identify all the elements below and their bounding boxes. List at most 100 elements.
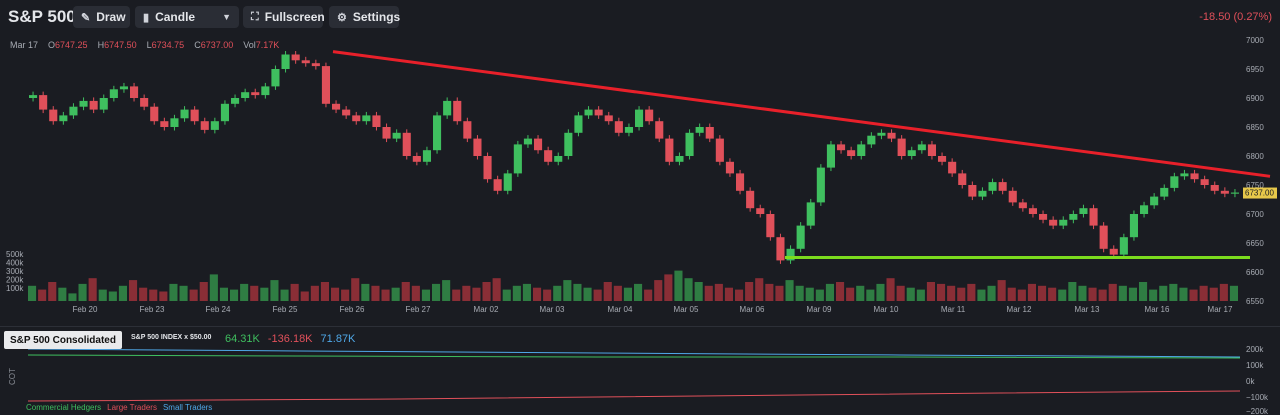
candle-body bbox=[564, 132, 573, 156]
volume-bar bbox=[1179, 287, 1188, 301]
high-key: H bbox=[97, 40, 105, 50]
volume-bar bbox=[714, 283, 723, 301]
candle-body bbox=[453, 100, 462, 122]
volume-bar bbox=[270, 280, 279, 301]
volume-bar bbox=[1048, 287, 1057, 301]
volume-bar bbox=[351, 278, 360, 301]
volume-bar bbox=[58, 287, 67, 301]
low-key: L bbox=[146, 40, 152, 50]
volume-bar bbox=[209, 274, 218, 301]
candle-body bbox=[1210, 185, 1219, 191]
candle-body bbox=[1200, 179, 1209, 185]
date-tick-label: Feb 27 bbox=[406, 305, 431, 314]
volume-bar bbox=[432, 283, 441, 301]
candle-body bbox=[1028, 208, 1037, 214]
volume-tick-label: 200k bbox=[6, 276, 24, 285]
candle-body bbox=[281, 54, 290, 69]
volume-bar bbox=[280, 289, 289, 301]
volume-bar bbox=[856, 285, 865, 301]
date-tick-label: Mar 05 bbox=[674, 305, 699, 314]
date-tick-label: Mar 03 bbox=[540, 305, 565, 314]
price-tick-label: 6950 bbox=[1246, 65, 1264, 74]
volume-bar bbox=[926, 282, 935, 301]
date-tick-label: Feb 23 bbox=[140, 305, 165, 314]
legend-commercial: Commercial Hedgers bbox=[26, 403, 102, 412]
volume-bar bbox=[88, 278, 97, 301]
candle-body bbox=[160, 121, 169, 127]
candle-body bbox=[261, 86, 270, 96]
candle-body bbox=[382, 127, 391, 139]
volume-bar bbox=[169, 283, 178, 301]
volume-bar bbox=[967, 283, 976, 301]
volume-bar bbox=[1209, 287, 1218, 301]
candle-body bbox=[1109, 248, 1118, 255]
candle-body bbox=[968, 185, 977, 197]
date-tick-label: Feb 24 bbox=[206, 305, 231, 314]
volume-bar bbox=[149, 289, 158, 301]
cot-chart[interactable]: 200k 100k 0k −100k −200k bbox=[0, 327, 1280, 415]
price-chart[interactable]: 7000 6950 6900 6850 6800 6750 6700 6650 6600 6550… bbox=[0, 34, 1280, 326]
chart-type-dropdown[interactable]: ▮ Candle ▼ bbox=[135, 6, 239, 28]
close-value: 6737.00 bbox=[200, 40, 234, 50]
volume-bar bbox=[543, 289, 552, 301]
volume-bar bbox=[371, 285, 380, 301]
volume-bar bbox=[704, 285, 713, 301]
volume-value: 7.17K bbox=[255, 40, 280, 50]
fullscreen-button[interactable]: ⛶ Fullscreen bbox=[243, 6, 325, 28]
volume-bar bbox=[916, 289, 925, 301]
volume-bar bbox=[987, 285, 996, 301]
volume-bar bbox=[1058, 289, 1067, 301]
volume-bar bbox=[553, 285, 562, 301]
low-value: 6734.75 bbox=[151, 40, 185, 50]
volume-tick-label: 300k bbox=[6, 267, 24, 276]
candle-body bbox=[433, 115, 442, 151]
draw-button[interactable]: ✎ Draw bbox=[73, 6, 130, 28]
candle-body bbox=[291, 54, 300, 61]
volume-bar bbox=[512, 285, 521, 301]
candle-body bbox=[1059, 219, 1068, 226]
candle-body bbox=[463, 121, 472, 139]
volume-bar bbox=[78, 283, 87, 301]
candle-body bbox=[554, 156, 563, 162]
candle-body bbox=[362, 115, 371, 122]
candle-body bbox=[665, 138, 674, 162]
candle-body bbox=[655, 121, 664, 139]
candle-body bbox=[1119, 237, 1128, 255]
small-value: 71.87K bbox=[320, 333, 356, 345]
page-title: S&P 500 bbox=[8, 7, 76, 26]
volume-bar bbox=[129, 280, 138, 301]
candle-body bbox=[119, 86, 128, 90]
date-tick-label: Feb 20 bbox=[73, 305, 98, 314]
volume-bar bbox=[957, 287, 966, 301]
candle-body bbox=[422, 150, 431, 162]
price-tick-label: 6700 bbox=[1246, 210, 1264, 219]
small-traders-line bbox=[27, 348, 1241, 358]
volume-bar bbox=[108, 291, 117, 301]
candle-body bbox=[544, 150, 553, 162]
candle-body bbox=[1160, 187, 1169, 197]
legend-large: Large Traders bbox=[107, 403, 157, 412]
date-tick-label: Mar 10 bbox=[874, 305, 899, 314]
trend-line bbox=[332, 50, 1271, 178]
settings-button[interactable]: ⚙ Settings bbox=[329, 6, 400, 28]
candle-body bbox=[1230, 192, 1239, 194]
volume-bar bbox=[179, 285, 188, 301]
candle-body bbox=[826, 144, 835, 168]
candle-body bbox=[695, 127, 704, 133]
candle-body bbox=[877, 132, 886, 136]
volume-bar bbox=[1118, 285, 1127, 301]
cot-panel-label[interactable]: S&P 500 Consolidated bbox=[4, 331, 122, 349]
candle-body bbox=[180, 109, 189, 119]
volume-bar bbox=[1189, 289, 1198, 301]
candle-body bbox=[534, 138, 543, 151]
large-value: -136.18K bbox=[267, 333, 313, 345]
commercial-hedgers-line bbox=[27, 354, 1241, 359]
volume-bar bbox=[866, 289, 875, 301]
vol-key: Vol bbox=[243, 40, 256, 50]
candle-body bbox=[271, 69, 280, 87]
volume-bar bbox=[755, 278, 764, 301]
cot-tick-label: 0k bbox=[1246, 377, 1255, 386]
candle-body bbox=[513, 144, 522, 174]
cot-side-label: COT bbox=[8, 368, 17, 385]
volume-bar bbox=[331, 287, 340, 301]
